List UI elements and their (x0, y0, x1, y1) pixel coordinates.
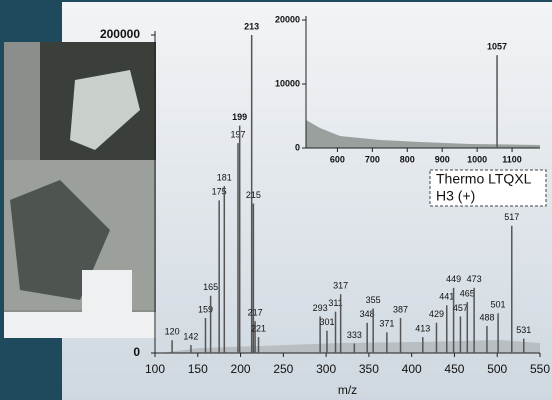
x-tick-label: 100 (145, 362, 165, 376)
peak-label: 159 (198, 304, 213, 314)
peak-label: 531 (516, 325, 531, 335)
peak-label: 441 (439, 292, 454, 302)
x-tick-label: 350 (359, 362, 379, 376)
peak-label: 517 (504, 212, 519, 222)
peak-label: 311 (328, 298, 342, 308)
x-tick-label: 450 (444, 362, 464, 376)
peak-label: 429 (429, 309, 444, 319)
peak-label: 217 (248, 308, 263, 318)
peak-label: 501 (491, 300, 506, 310)
x-tick-label: 150 (188, 362, 208, 376)
x-tick-label: 1100 (502, 154, 522, 164)
peak-label: 333 (347, 330, 362, 340)
annotation: H3 (+) (436, 188, 475, 204)
x-axis-label: m/z (338, 383, 357, 397)
peak-label: 413 (415, 323, 430, 333)
peak-label: 293 (313, 303, 328, 313)
peak-label: 199 (232, 112, 247, 122)
peak-label: 213 (244, 21, 259, 31)
peak-label: 449 (446, 274, 461, 284)
peak-label: 473 (467, 274, 482, 284)
x-tick-label: 550 (530, 362, 550, 376)
photo-collage (4, 42, 156, 338)
x-tick-label: 900 (435, 154, 450, 164)
peak-label: 181 (217, 172, 232, 182)
peak-label: 488 (479, 312, 494, 322)
y-tick-label: 0 (133, 345, 140, 359)
x-tick-label: 700 (365, 154, 380, 164)
x-tick-label: 600 (330, 154, 345, 164)
inset-noise (306, 120, 540, 148)
x-tick-label: 300 (316, 362, 336, 376)
peak-label: 221 (251, 323, 266, 333)
peak-label: 142 (183, 331, 198, 341)
x-tick-label: 200 (231, 362, 251, 376)
peak-label: 301 (319, 317, 334, 327)
peak-label: 197 (230, 129, 245, 139)
y-tick-label: 10000 (275, 78, 300, 88)
peak-label: 120 (165, 327, 180, 337)
peak-label: 1057 (487, 42, 507, 52)
annotation: Thermo LTQXL (436, 171, 532, 187)
x-tick-label: 800 (400, 154, 415, 164)
y-tick-label: 200000 (100, 27, 140, 41)
y-tick-label: 20000 (275, 14, 300, 24)
peak-label: 165 (203, 282, 218, 292)
peak-label: 457 (453, 303, 468, 313)
peak-label: 317 (333, 281, 348, 291)
peak-label: 175 (212, 187, 227, 197)
peak-label: 215 (246, 190, 261, 200)
peak-label: 355 (366, 295, 381, 305)
peak-label: 387 (393, 304, 408, 314)
annotation-box (429, 169, 547, 207)
peak-label: 465 (460, 288, 475, 298)
peak-label: 371 (379, 319, 394, 329)
x-tick-label: 500 (487, 362, 507, 376)
y-tick-label: 0 (295, 142, 300, 152)
x-tick-label: 250 (273, 362, 293, 376)
peak-label: 348 (360, 309, 375, 319)
x-tick-label: 1000 (467, 154, 487, 164)
x-tick-label: 400 (402, 362, 422, 376)
